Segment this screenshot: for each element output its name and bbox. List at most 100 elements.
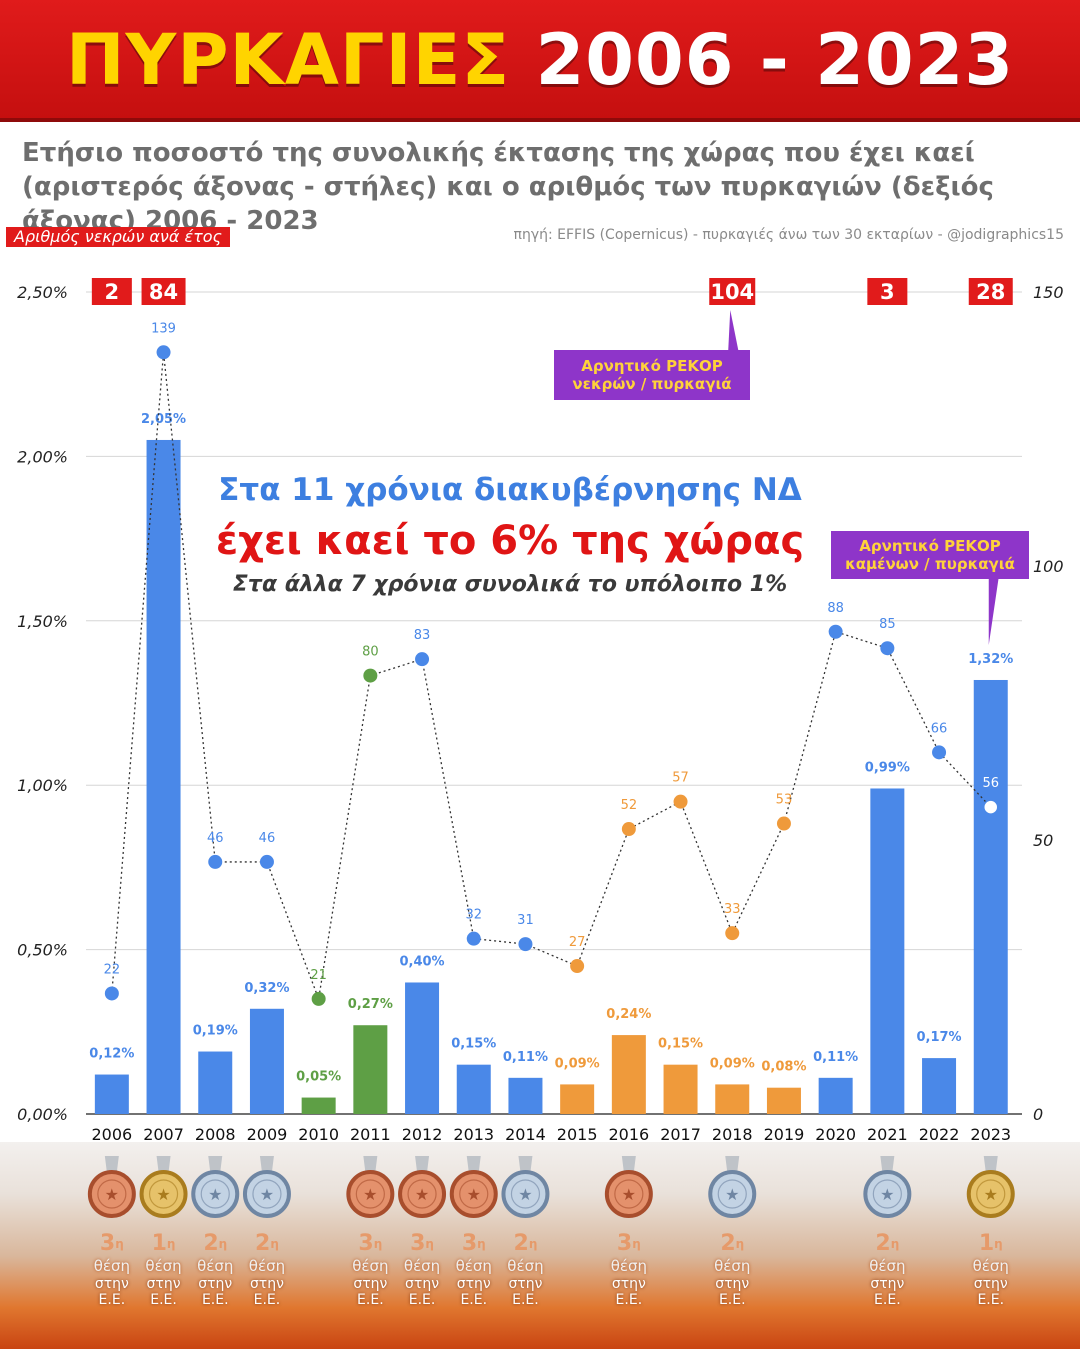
fires-point-label: 85 bbox=[879, 617, 896, 632]
bar-label: 0,11% bbox=[813, 1050, 858, 1065]
medal-star-icon: ★ bbox=[518, 1185, 532, 1204]
medal-icon bbox=[398, 1170, 447, 1218]
medal-inner-ring bbox=[872, 1179, 902, 1209]
medal-inner-ring bbox=[355, 1179, 385, 1209]
fires-point-label: 139 bbox=[151, 321, 176, 336]
deaths-value: 84 bbox=[149, 280, 178, 304]
medal-in: στην bbox=[870, 1276, 905, 1292]
fires-point bbox=[311, 991, 326, 1006]
medal-icon bbox=[449, 1170, 498, 1218]
medal-rank-suffix: η bbox=[270, 1237, 279, 1251]
medal-ribbon bbox=[725, 1156, 740, 1172]
fires-point-label: 21 bbox=[310, 968, 327, 983]
medal-rank-label: 2η θέση στην Ε.Ε. bbox=[239, 1232, 295, 1309]
fires-point bbox=[518, 937, 533, 952]
bar bbox=[663, 1064, 698, 1114]
medal-rank-label: 3η θέση στην Ε.Ε. bbox=[84, 1231, 140, 1309]
deaths-value: 3 bbox=[880, 280, 895, 304]
x-tick-label: 2016 bbox=[608, 1125, 649, 1144]
medal-rank-number: 1 bbox=[151, 1231, 167, 1256]
medal-rank-number: 3 bbox=[461, 1231, 478, 1256]
medal-ribbon bbox=[621, 1156, 636, 1172]
fires-point bbox=[570, 959, 585, 974]
medal-rank-number: 3 bbox=[99, 1231, 116, 1256]
medal-rank: 2η bbox=[239, 1232, 295, 1256]
deaths-label: Αριθμός νεκρών ανά έτος bbox=[6, 227, 230, 247]
fires-point-label: 83 bbox=[414, 628, 431, 643]
fires-point bbox=[104, 986, 119, 1001]
medal-rank-number: 2 bbox=[203, 1231, 219, 1256]
bar-label: 0,15% bbox=[451, 1037, 496, 1052]
bar bbox=[198, 1051, 233, 1114]
medal-in: στην bbox=[405, 1276, 440, 1292]
medal-rank-label: 3η θέση στην Ε.Ε. bbox=[394, 1232, 450, 1309]
medal-rank-suffix: η bbox=[528, 1237, 538, 1251]
x-tick-label: 2013 bbox=[453, 1125, 494, 1144]
bar-label: 0,17% bbox=[916, 1030, 961, 1045]
bar-label: 2,05% bbox=[141, 412, 186, 427]
y-right-tick: 0 bbox=[1033, 1105, 1043, 1124]
medal-place: θέση bbox=[507, 1257, 544, 1275]
medal-in: στην bbox=[715, 1276, 750, 1292]
record-deaths-callout: Αρνητικό ΡΕΚΟΡ νεκρών / πυρκαγιά bbox=[554, 350, 750, 400]
medal-eu: Ε.Ε. bbox=[977, 1292, 1005, 1308]
medal-star-icon: ★ bbox=[156, 1185, 170, 1204]
bar bbox=[611, 1035, 646, 1114]
medal-star-icon: ★ bbox=[984, 1185, 998, 1204]
x-tick-label: 2020 bbox=[815, 1125, 856, 1144]
medal-star-icon: ★ bbox=[260, 1185, 274, 1204]
medal-icon bbox=[966, 1170, 1015, 1218]
bar bbox=[249, 1008, 284, 1114]
fires-point bbox=[466, 931, 481, 946]
fires-point bbox=[776, 816, 791, 831]
medal-rank: 2η bbox=[187, 1232, 243, 1256]
x-tick-label: 2023 bbox=[970, 1125, 1011, 1144]
medal-icon bbox=[604, 1170, 653, 1218]
medal-icon bbox=[139, 1170, 188, 1218]
y-left-tick: 1,00% bbox=[17, 776, 68, 795]
y-right-tick: 100 bbox=[1033, 557, 1064, 576]
medal-inner-ring bbox=[200, 1179, 230, 1209]
fires-point bbox=[673, 794, 688, 809]
x-tick-label: 2010 bbox=[298, 1125, 339, 1144]
bar bbox=[301, 1097, 336, 1114]
medal-place: θέση bbox=[403, 1257, 441, 1275]
medal-rank-label: 3η θέση στην Ε.Ε. bbox=[446, 1231, 502, 1309]
fires-point bbox=[725, 926, 740, 941]
bar-label: 1,32% bbox=[968, 652, 1013, 667]
medal-rank-label: 2η θέση στην Ε.Ε. bbox=[187, 1232, 243, 1309]
fires-line-path bbox=[111, 352, 992, 1002]
fires-point-label: 22 bbox=[104, 962, 121, 977]
medal-place: θέση bbox=[972, 1257, 1009, 1275]
y-right-tick: 150 bbox=[1033, 283, 1064, 302]
medal-place: θέση bbox=[145, 1257, 182, 1275]
medal-rank-number: 2 bbox=[255, 1231, 271, 1256]
bar-label: 0,12% bbox=[89, 1047, 134, 1062]
medal-rank-label: 1η θέση στην Ε.Ε. bbox=[136, 1232, 192, 1309]
medal-rank: 2η bbox=[704, 1232, 760, 1256]
medal-rank-label: 2η θέση στην Ε.Ε. bbox=[859, 1232, 915, 1309]
title-banner: ΠΥΡΚΑΓΙΕΣ 2006 - 2023 bbox=[0, 0, 1080, 122]
bar-label: 0,19% bbox=[193, 1024, 238, 1039]
medal-rank-suffix: η bbox=[890, 1237, 900, 1251]
medal-rank-label: 3η θέση στην Ε.Ε. bbox=[342, 1231, 398, 1309]
medal-star-icon: ★ bbox=[363, 1185, 377, 1204]
fires-point-label: 80 bbox=[362, 645, 379, 660]
y-left-tick: 1,50% bbox=[17, 612, 68, 631]
medal-rank-number: 3 bbox=[358, 1231, 374, 1256]
fires-point-label: 88 bbox=[827, 601, 844, 616]
x-tick-label: 2011 bbox=[350, 1125, 391, 1144]
medal-rank-suffix: η bbox=[425, 1237, 434, 1251]
fires-point bbox=[983, 799, 999, 815]
medal-rank-suffix: η bbox=[218, 1237, 228, 1251]
medal-inner-ring bbox=[717, 1179, 747, 1209]
fires-point-label: 46 bbox=[259, 831, 276, 846]
deaths-value: 104 bbox=[710, 280, 754, 304]
x-tick-label: 2012 bbox=[402, 1125, 443, 1144]
medal-rank-suffix: η bbox=[477, 1237, 486, 1251]
medal-rank: 1η bbox=[136, 1232, 192, 1256]
medal-in: στην bbox=[353, 1276, 388, 1292]
medal-rank: 2η bbox=[859, 1232, 915, 1256]
medal-inner-ring bbox=[510, 1179, 541, 1209]
headline: Στα 11 χρόνια διακυβέρνησης ΝΔ έχει καεί… bbox=[160, 466, 860, 602]
